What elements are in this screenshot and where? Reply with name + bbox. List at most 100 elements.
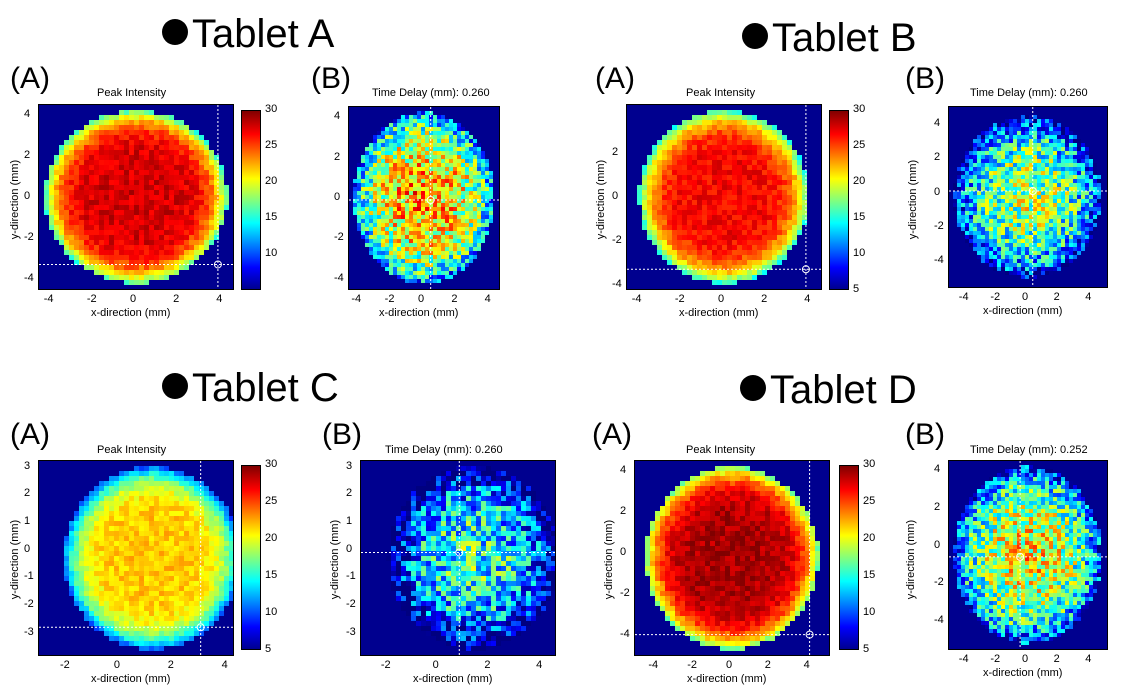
- heatmap-cell: [433, 167, 437, 171]
- heatmap-cell: [164, 150, 169, 155]
- heatmap-cell: [772, 135, 777, 140]
- heatmap-cell: [84, 150, 89, 155]
- heatmap-cell: [977, 227, 981, 231]
- heatmap-cell: [1041, 191, 1045, 195]
- heatmap-cell: [762, 205, 767, 210]
- heatmap-cell: [457, 167, 461, 171]
- heatmap-cell: [732, 155, 737, 160]
- heatmap-cell: [164, 135, 169, 140]
- heatmap-cell: [727, 130, 732, 135]
- heatmap-cell: [79, 245, 84, 250]
- heatmap-cell: [139, 501, 144, 506]
- heatmap-cell: [477, 223, 481, 227]
- heatmap-cell: [134, 576, 139, 581]
- heatmap-cell: [997, 191, 1001, 195]
- heatmap-cell: [209, 225, 214, 230]
- heatmap-cell: [469, 203, 473, 207]
- heatmap-cell: [692, 255, 697, 260]
- heatmap-cell: [957, 187, 961, 191]
- heatmap-cell: [677, 255, 682, 260]
- heatmap-cell: [687, 205, 692, 210]
- heatmap-cell: [667, 175, 672, 180]
- heatmap-cell: [722, 145, 727, 150]
- heatmap-cell: [457, 143, 461, 147]
- heatmap-cell: [1005, 135, 1009, 139]
- heatmap-cell: [1013, 255, 1017, 259]
- heatmap-cell: [74, 165, 79, 170]
- heatmap-cell: [144, 175, 149, 180]
- heatmap-cell: [119, 556, 124, 561]
- heatmap-cell: [139, 551, 144, 556]
- heatmap-cell: [752, 210, 757, 215]
- heatmap-cell: [782, 210, 787, 215]
- heatmap-cell: [1013, 151, 1017, 155]
- heatmap-cell: [449, 175, 453, 179]
- heatmap-cell: [1013, 243, 1017, 247]
- heatmap-cell: [84, 200, 89, 205]
- heatmap-cell: [672, 185, 677, 190]
- heatmap-cell: [1033, 271, 1037, 275]
- heatmap-cell: [1057, 267, 1061, 271]
- heatmap-cell: [993, 171, 997, 175]
- heatmap-cell: [732, 270, 737, 275]
- heatmap-cell: [159, 566, 164, 571]
- heatmap-cell: [692, 150, 697, 155]
- heatmap-cell: [149, 205, 154, 210]
- heatmap-cell: [737, 120, 742, 125]
- heatmap-cell: [732, 225, 737, 230]
- heatmap-cell: [1069, 139, 1073, 143]
- heatmap-cell: [389, 131, 393, 135]
- heatmap-cell: [129, 205, 134, 210]
- heatmap-cell: [1041, 203, 1045, 207]
- heatmap-cell: [425, 171, 429, 175]
- colorbar: [829, 110, 849, 290]
- heatmap-cell: [662, 185, 667, 190]
- heatmap-cell: [667, 155, 672, 160]
- heatmap-cell: [662, 155, 667, 160]
- heatmap-cell: [54, 170, 59, 175]
- heatmap-cell: [787, 220, 792, 225]
- heatmap-cell: [377, 143, 381, 147]
- heatmap-cell: [1049, 195, 1053, 199]
- heatmap-cell: [961, 211, 965, 215]
- heatmap-cell: [1081, 239, 1085, 243]
- heatmap-cell: [59, 215, 64, 220]
- heatmap-cell: [762, 160, 767, 165]
- heatmap-cell: [154, 230, 159, 235]
- heatmap-cell: [64, 561, 69, 566]
- heatmap-cell: [154, 601, 159, 606]
- heatmap-cell: [1049, 223, 1053, 227]
- heatmap-cell: [99, 165, 104, 170]
- heatmap-cell: [449, 143, 453, 147]
- heatmap-cell: [369, 231, 373, 235]
- heatmap-cell: [1029, 267, 1033, 271]
- heatmap-cell: [1049, 247, 1053, 251]
- heatmap-cell: [365, 235, 369, 239]
- heatmap-cell: [179, 155, 184, 160]
- heatmap-cell: [682, 120, 687, 125]
- heatmap-cell: [164, 511, 169, 516]
- heatmap-cell: [129, 270, 134, 275]
- heatmap-cell: [124, 175, 129, 180]
- heatmap-cell: [453, 235, 457, 239]
- heatmap-cell: [413, 243, 417, 247]
- heatmap-cell: [154, 220, 159, 225]
- heatmap-cell: [401, 215, 405, 219]
- heatmap-cell: [214, 155, 219, 160]
- heatmap-cell: [989, 155, 993, 159]
- heatmap-cell: [1049, 199, 1053, 203]
- heatmap-cell: [1009, 127, 1013, 131]
- heatmap-cell: [677, 170, 682, 175]
- heatmap-cell: [1037, 159, 1041, 163]
- heatmap-cell: [353, 183, 357, 187]
- heatmap-cell: [1041, 267, 1045, 271]
- heatmap-cell: [702, 145, 707, 150]
- heatmap-cell: [74, 566, 79, 571]
- heatmap-cell: [89, 531, 94, 536]
- heatmap-cell: [365, 227, 369, 231]
- heatmap-cell: [672, 165, 677, 170]
- plot-title: Peak Intensity: [686, 87, 756, 99]
- heatmap-cell: [194, 245, 199, 250]
- heatmap-cell: [752, 240, 757, 245]
- heatmap-cell: [129, 611, 134, 616]
